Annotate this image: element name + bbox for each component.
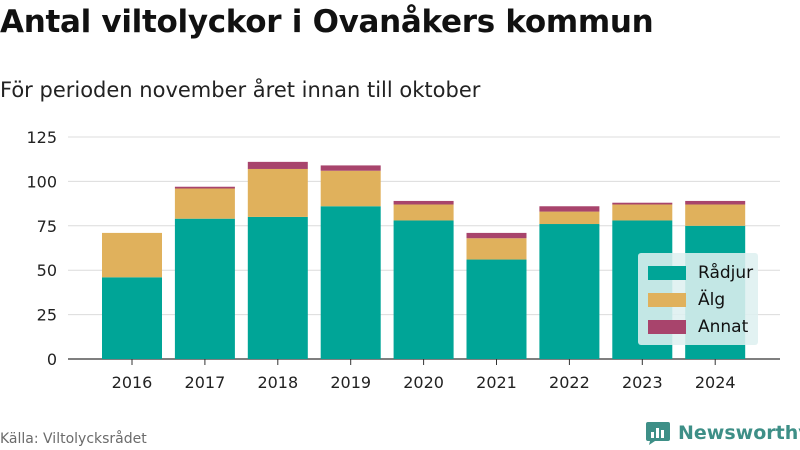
- x-tick-label: 2023: [622, 373, 663, 392]
- bar-segment: [393, 220, 454, 359]
- legend: Rådjur Älg Annat: [638, 253, 758, 345]
- y-tick-label: 75: [37, 217, 57, 236]
- bar-segment: [466, 232, 527, 239]
- legend-label-annat: Annat: [698, 317, 749, 337]
- chart-title: Antal viltolyckor i Ovanåkers kommun: [0, 4, 654, 40]
- newsworthy-logo-icon: [646, 422, 670, 445]
- bar-segment: [320, 206, 381, 359]
- bar-segment: [466, 259, 527, 359]
- bar-segment: [174, 218, 235, 359]
- bar-segment: [539, 224, 600, 359]
- bar-segment: [102, 277, 162, 359]
- x-tick-label: 2016: [112, 373, 153, 392]
- x-tick-label: 2018: [257, 373, 298, 392]
- brand-name: Newsworthy: [678, 422, 800, 444]
- bar-segment: [247, 161, 308, 169]
- bar-segment: [174, 186, 235, 189]
- bar-segment: [393, 204, 454, 221]
- y-tick-label: 50: [37, 261, 57, 280]
- bar-segment: [612, 204, 673, 221]
- source-note: Källa: Viltolycksrådet: [0, 431, 147, 447]
- bars: [102, 161, 746, 359]
- y-tick-label: 25: [37, 306, 57, 325]
- legend-label-alg: Älg: [698, 290, 726, 310]
- bar-segment: [247, 168, 308, 217]
- x-tick-label: 2021: [476, 373, 517, 392]
- x-tick-label: 2024: [695, 373, 736, 392]
- legend-item-annat: Annat: [648, 317, 748, 337]
- bar-segment: [174, 188, 235, 219]
- bar-segment: [612, 202, 673, 205]
- bar-segment: [320, 170, 381, 207]
- legend-swatch-radjur: [648, 266, 686, 280]
- bar-segment: [539, 206, 600, 212]
- x-tick-label: 2019: [330, 373, 371, 392]
- x-tick-label: 2020: [403, 373, 444, 392]
- bar-segment: [320, 165, 381, 171]
- x-tick-label: 2022: [549, 373, 590, 392]
- legend-swatch-annat: [648, 320, 686, 334]
- legend-label-radjur: Rådjur: [698, 263, 754, 283]
- bar-segment: [685, 200, 746, 205]
- bar-segment: [247, 216, 308, 359]
- bar-segment: [466, 238, 527, 260]
- y-tick-label: 125: [26, 128, 57, 147]
- x-tick-label: 2017: [185, 373, 226, 392]
- y-axis-ticks: 0 25 50 75 100 125: [26, 128, 57, 369]
- brand-logo: Newsworthy: [645, 420, 800, 446]
- bar-segment: [393, 200, 454, 205]
- legend-swatch-alg: [648, 293, 686, 307]
- bar-segment: [685, 204, 746, 226]
- legend-item-radjur: Rådjur: [648, 263, 753, 283]
- bar-segment: [539, 211, 600, 225]
- x-axis-ticks: 2016 2017 2018 2019 2020 2021 2022 2023 2024: [112, 359, 736, 392]
- legend-item-alg: Älg: [648, 290, 725, 310]
- y-tick-label: 100: [26, 172, 57, 191]
- bar-segment: [102, 232, 162, 278]
- chart-subtitle: För perioden november året innan till ok…: [0, 78, 481, 102]
- y-tick-label: 0: [47, 350, 57, 369]
